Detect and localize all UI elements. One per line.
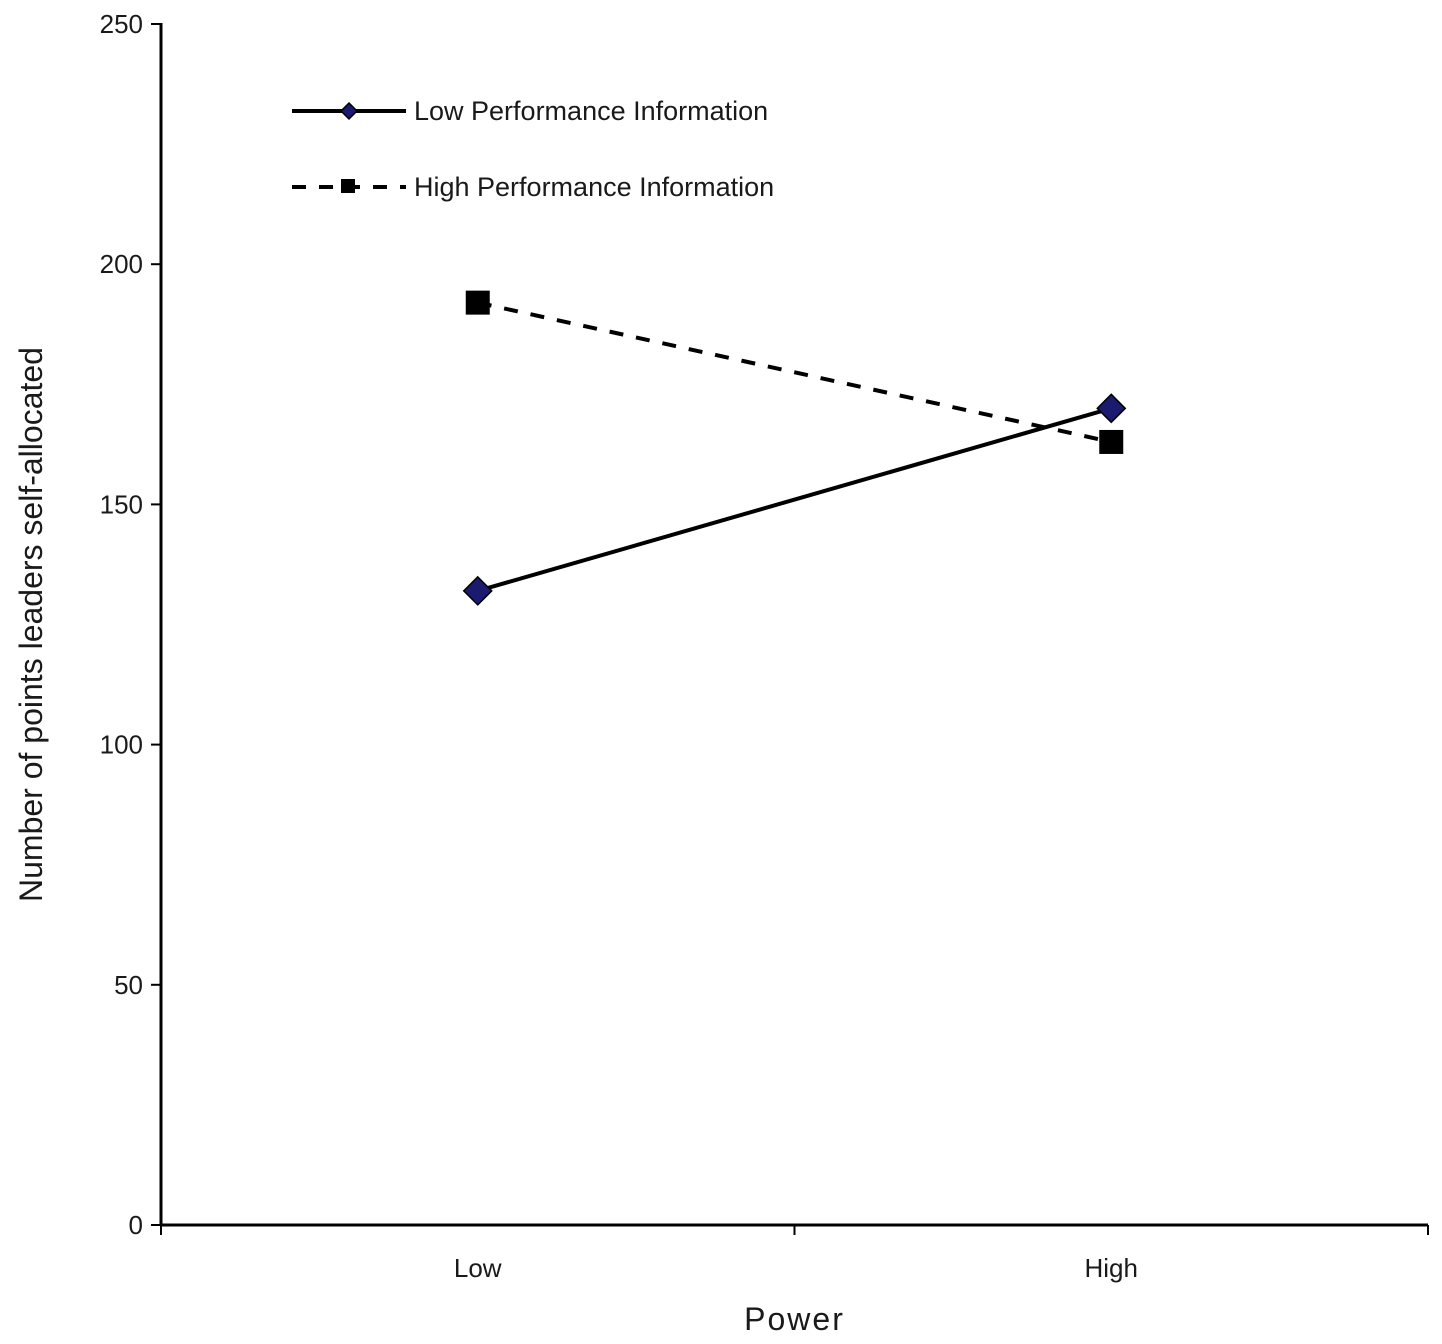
series-line (477, 300, 1112, 444)
data-point-square (1099, 429, 1124, 454)
y-ticks: 0 50 100 150 200 250 (100, 9, 161, 1240)
axes-layer (159, 23, 1428, 1227)
y-tick-label: 0 (129, 1210, 143, 1240)
legend-label: High Performance Information (414, 172, 774, 202)
series-line (477, 406, 1112, 593)
x-tick-label: High (1085, 1253, 1138, 1283)
y-tick-label: 100 (100, 730, 143, 760)
x-ticks: Low High (160, 1225, 1429, 1283)
y-tick-label: 50 (114, 970, 143, 1000)
legend-marker-square (341, 179, 355, 193)
x-tick-label: Low (454, 1253, 502, 1283)
y-axis-title: Number of points leaders self-allocated (13, 347, 49, 902)
x-axis-title: Power (744, 1301, 845, 1337)
legend-marker-diamond (339, 101, 359, 121)
legend-entry: Low Performance Information (292, 96, 768, 126)
legend-entry: High Performance Information (292, 172, 774, 202)
y-tick-label: 250 (100, 9, 143, 39)
legend: Low Performance Information High Performa… (292, 96, 774, 202)
y-tick-label: 150 (100, 489, 143, 519)
y-tick-label: 200 (100, 249, 143, 279)
data-point-diamond (1096, 393, 1127, 424)
series-layer (462, 290, 1127, 606)
series-low-performance (462, 393, 1127, 606)
series-high-performance (465, 290, 1124, 454)
data-point-square (465, 290, 490, 315)
legend-label: Low Performance Information (414, 96, 768, 126)
data-point-diamond (462, 575, 493, 606)
